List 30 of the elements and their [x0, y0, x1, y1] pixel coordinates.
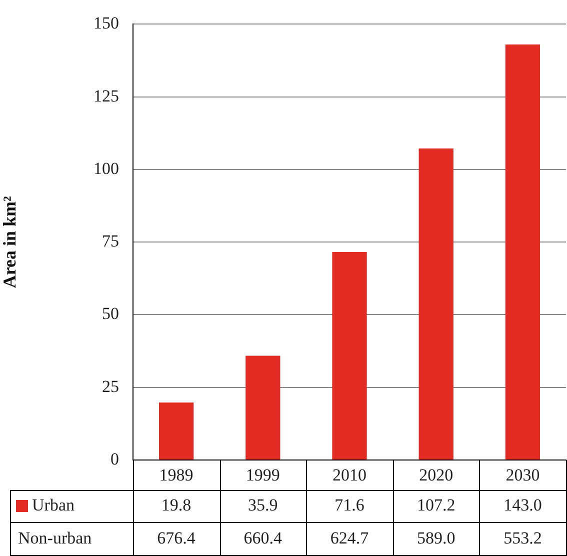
y-tick-label: 150 [94, 14, 119, 33]
data-label: 107.2 [416, 495, 456, 514]
x-tick-label: 1989 [159, 466, 194, 485]
y-tick-label: 125 [94, 86, 119, 106]
text: 660.4 [244, 528, 282, 548]
data-label: 35.9 [248, 495, 278, 514]
x-tick-label: 1999 [246, 466, 280, 485]
bar [505, 44, 540, 460]
y-tick-label: 0 [110, 449, 119, 468]
bar [332, 252, 367, 460]
y-axis-title: Area in km² [0, 196, 20, 288]
legend-label: Urban [32, 495, 75, 514]
data-label: 143.0 [504, 495, 542, 514]
y-tick-label: 100 [94, 158, 119, 178]
data-label: 19.8 [161, 495, 192, 514]
bar [418, 148, 454, 460]
x-tick-label: 2030 [506, 466, 540, 485]
text: Non-urban [18, 528, 92, 548]
bar [246, 356, 280, 460]
y-tick-label: 25 [102, 376, 119, 396]
data-label: 71.6 [334, 495, 364, 514]
text: 553.2 [504, 528, 542, 548]
x-tick-label: 2020 [419, 466, 454, 485]
text: 589.0 [416, 528, 456, 548]
bar [158, 402, 194, 460]
text: 624.7 [330, 528, 369, 548]
y-tick-label: 50 [102, 304, 119, 324]
y-tick-label: 75 [102, 232, 119, 251]
text: 676.4 [157, 528, 196, 548]
x-tick-label: 2010 [332, 466, 366, 485]
